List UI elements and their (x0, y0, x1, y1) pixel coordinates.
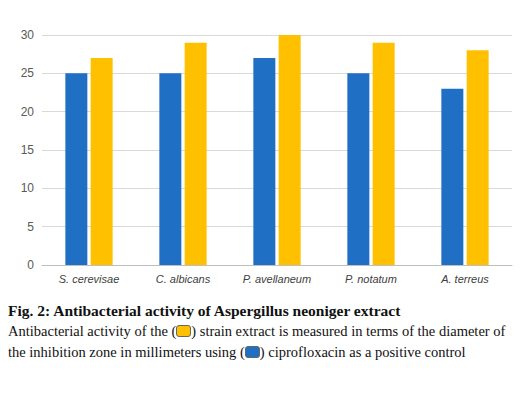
html-text:Fig. 2: Antibacterial activity: Fig. 2: Antibacterial activity of Asperg… (8, 302, 401, 319)
svg-text:P. notatum: P. notatum (345, 273, 397, 285)
svg-text:10: 10 (21, 181, 35, 195)
svg-text:5: 5 (27, 220, 34, 234)
svg-text:20: 20 (21, 105, 35, 119)
html-text:) strain extract is measured i: ) strain extract is measured in terms of… (8, 323, 506, 360)
html-text:) ciprofloxacin as a positive: ) ciprofloxacin as a positive control (259, 344, 466, 360)
svg-text:25: 25 (21, 66, 35, 80)
html-text:Antibacterial activity of the: Antibacterial activity of the ( (8, 323, 177, 339)
svg-text:A. terreus: A. terreus (440, 273, 489, 285)
svg-text:15: 15 (21, 143, 35, 157)
svg-text:0: 0 (27, 258, 34, 272)
svg-text:S. cerevisae: S. cerevisae (59, 273, 120, 285)
svg-text:C. albicans: C. albicans (156, 273, 211, 285)
svg-text:P. avellaneum: P. avellaneum (243, 273, 311, 285)
svg-text:30: 30 (21, 28, 35, 42)
